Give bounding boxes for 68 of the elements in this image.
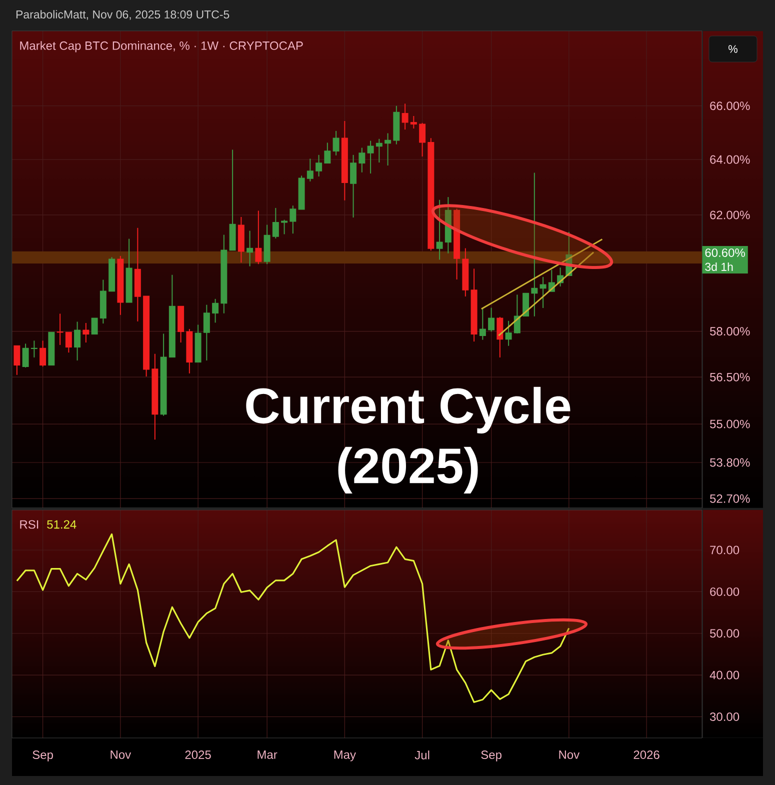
candlestick <box>74 321 81 361</box>
candlestick <box>56 313 64 346</box>
x-tick-label: May <box>334 750 356 762</box>
y-tick-label: 62.00% <box>710 210 750 220</box>
candlestick <box>376 138 382 164</box>
candlestick <box>531 172 538 317</box>
candlestick <box>22 343 29 368</box>
y-tick-label: 58.00% <box>710 327 750 336</box>
candlestick <box>436 199 443 260</box>
y-tick-label: 64.00% <box>710 155 750 164</box>
annotation: Current Cycle (2025) <box>246 386 570 494</box>
candlestick <box>203 304 210 361</box>
candlestick <box>332 130 340 156</box>
candlestick <box>212 298 219 324</box>
candlestick <box>488 307 495 332</box>
candlestick <box>540 276 546 308</box>
y-tick-label: 55.00% <box>710 420 750 428</box>
x-tick-label: Jul <box>414 750 430 760</box>
text: Market Cap BTC Dominance, % · 1W · CRYPTOCAP <box>20 41 303 52</box>
x-tick-label: Nov <box>110 750 132 759</box>
text: 3d 1h <box>705 262 733 271</box>
x-tick-label: 2026 <box>634 750 660 760</box>
candlestick <box>324 142 331 164</box>
text: ParabolicMatt, Nov 06, 2025 18:09 UTC-5 <box>16 10 230 20</box>
candlestick <box>255 210 262 265</box>
y-tick-label: 56.50% <box>710 372 750 382</box>
candlestick <box>91 318 98 334</box>
x-tick-label: Sep <box>481 750 502 762</box>
y-tick-label: 53.80% <box>710 458 750 467</box>
candlestick <box>514 294 520 334</box>
candlestick <box>82 322 90 343</box>
x-tick-label: Sep <box>32 750 53 762</box>
candlestick <box>384 132 392 166</box>
y-tick-label: 52.70% <box>710 494 750 503</box>
candlestick <box>410 115 417 129</box>
candlestick <box>350 154 357 218</box>
y-tick-label: 50.00 <box>710 629 740 638</box>
candlestick <box>65 332 72 354</box>
candlestick <box>246 230 254 267</box>
text: % <box>728 45 738 53</box>
y-tick-label: 66.00% <box>710 102 750 110</box>
x-tick-label: 2025 <box>185 750 211 760</box>
candlestick <box>40 340 46 368</box>
y-tick-label: 60.00 <box>710 587 740 596</box>
line-series <box>16 533 570 703</box>
candlestick <box>316 154 322 177</box>
candlestick <box>30 340 38 358</box>
x-tick-label: Mar <box>258 750 278 759</box>
candlestick <box>290 205 296 234</box>
candlestick <box>14 345 20 376</box>
candlestick <box>479 308 486 340</box>
candlestick <box>419 122 426 158</box>
candlestick <box>272 207 279 239</box>
candlestick <box>522 292 530 316</box>
candlestick <box>281 219 288 235</box>
text: RSI <box>20 520 38 529</box>
candlestick <box>358 147 366 173</box>
candlestick <box>402 103 408 130</box>
candlestick <box>505 320 512 346</box>
x-tick-label: Nov <box>559 750 580 759</box>
candlestick <box>367 140 374 174</box>
candlestick <box>496 316 504 358</box>
text: 60.60% <box>705 248 745 257</box>
candlestick <box>306 158 314 182</box>
y-tick-label: 30.00 <box>710 712 740 721</box>
y-tick-label: 40.00 <box>710 670 740 680</box>
annotation: 51.24 <box>47 520 76 529</box>
y-tick-label: 70.00 <box>710 546 740 554</box>
